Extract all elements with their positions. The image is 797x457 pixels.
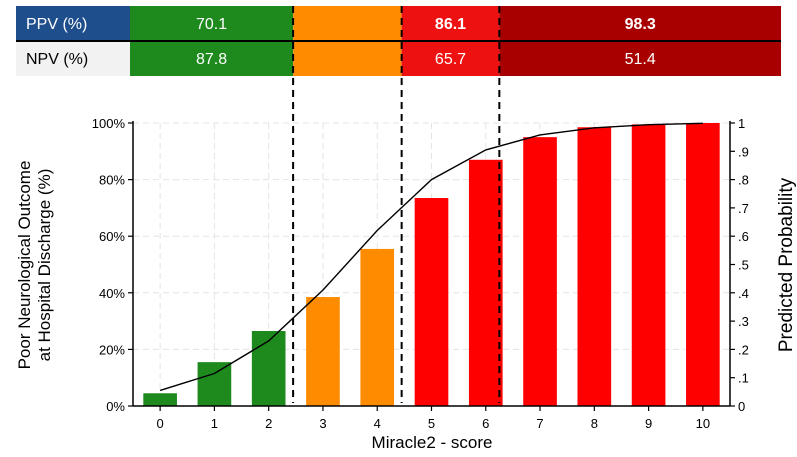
bar-score-5	[414, 197, 449, 406]
probability-curve	[159, 122, 703, 392]
y2-tick-label: .2	[738, 342, 749, 357]
y-tick-label: 40%	[99, 286, 125, 301]
x-tick-label: 6	[482, 416, 489, 431]
y2-tick-label: .5	[738, 258, 749, 273]
axes: 0%20%40%60%80%100%0.1.2.3.4.5.6.7.8.910 1…	[92, 116, 749, 431]
bar-score-1	[197, 362, 232, 406]
y-tick-label: 20%	[99, 342, 125, 357]
npv-value: 87.8	[196, 51, 227, 68]
bar-score-4	[360, 248, 395, 406]
y2-tick-label: .1	[738, 371, 749, 386]
x-tick-label: 2	[265, 416, 272, 431]
npv-value: 51.4	[625, 51, 656, 68]
bar-score-3	[306, 297, 340, 406]
npv-label: NPV (%)	[26, 51, 88, 68]
ppv-value: 70.1	[196, 16, 227, 33]
bar-score-8	[577, 127, 612, 407]
table-value-cell	[130, 41, 294, 76]
y2-tick-label: .7	[738, 201, 749, 216]
table-value-cell	[293, 6, 402, 41]
predicted-probability-line	[159, 122, 703, 392]
y2-tick-label: 0	[738, 399, 745, 414]
cutoff-lines	[292, 6, 501, 403]
y2-tick-label: .3	[738, 314, 749, 329]
y2-tick-label: .6	[738, 229, 749, 244]
ppv-value: 98.3	[625, 16, 656, 33]
x-tick-label: 9	[645, 416, 652, 431]
x-tick-label: 4	[374, 416, 381, 431]
y-tick-label: 60%	[99, 229, 125, 244]
y-tick-label: 0%	[106, 399, 125, 414]
ppv-label: PPV (%)	[26, 16, 87, 33]
table-label-cell	[16, 6, 130, 41]
y2-tick-label: 1	[738, 116, 745, 131]
bar-score-10	[686, 123, 720, 406]
bar-score-0	[143, 393, 177, 406]
x-tick-label: 3	[319, 416, 326, 431]
x-tick-label: 5	[428, 416, 435, 431]
npv-value: 65.7	[435, 51, 466, 68]
y2-tick-label: .4	[738, 286, 749, 301]
x-tick-label: 0	[157, 416, 164, 431]
x-tick-label: 10	[696, 416, 710, 431]
table-value-cell	[401, 6, 500, 41]
y2-axis-label: Predicted Probability	[776, 177, 797, 352]
bar-score-9	[631, 124, 666, 406]
y-tick-label: 80%	[99, 173, 125, 188]
table-value-cell	[130, 6, 294, 41]
y-axis-label: Poor Neurological Outcomeat Hospital Dis…	[15, 161, 54, 370]
table-value-cell	[401, 41, 500, 76]
table-value-cell	[293, 41, 402, 76]
x-axis-label: Miracle2 - score	[372, 433, 493, 452]
ppv-npv-table: PPV (%) 70.1 86.1 98.3 NPV (%) 87.8 65.7 51.4	[16, 6, 781, 76]
table-value-cell	[499, 41, 781, 76]
x-tick-label: 1	[211, 416, 218, 431]
y2-tick-label: .8	[738, 173, 749, 188]
x-tick-label: 8	[591, 416, 598, 431]
y-tick-label: 100%	[92, 116, 126, 131]
bar-score-6	[468, 159, 503, 406]
x-tick-label: 7	[536, 416, 543, 431]
table-label-cell	[16, 41, 130, 76]
y2-tick-label: .9	[738, 144, 749, 159]
bar-score-2	[251, 331, 286, 406]
bar-score-7	[523, 137, 557, 406]
table-value-cell	[499, 6, 781, 41]
ppv-value: 86.1	[435, 16, 466, 33]
bars	[143, 123, 720, 407]
